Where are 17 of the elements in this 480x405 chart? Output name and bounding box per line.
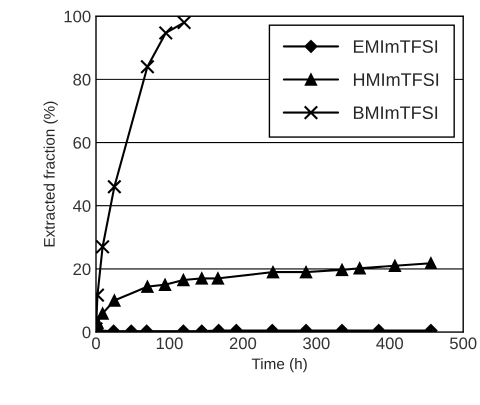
x-axis-title: Time (h) bbox=[252, 358, 307, 372]
y-tick-label: 100 bbox=[64, 10, 90, 22]
legend-label: HMImTFSI bbox=[354, 73, 438, 86]
y-tick-label: 40 bbox=[72, 200, 90, 212]
x-tick-label: 100 bbox=[156, 337, 183, 350]
y-axis-title: Extracted fraction (%) bbox=[44, 102, 58, 246]
x-tick-label: 400 bbox=[376, 337, 404, 350]
legend-label: BMImTFSI bbox=[354, 106, 438, 120]
x-tick-label: 500 bbox=[450, 337, 476, 350]
legend-label: EMImTFSI bbox=[354, 40, 438, 53]
x-tick-label: 0 bbox=[92, 337, 100, 350]
y-tick-label: 80 bbox=[73, 74, 90, 86]
x-tick-label: 200 bbox=[230, 337, 256, 350]
x-tick-label: 300 bbox=[303, 337, 330, 350]
y-tick-label: 20 bbox=[73, 263, 90, 276]
y-tick-label: 0 bbox=[82, 326, 90, 338]
y-tick-label: 60 bbox=[73, 136, 90, 149]
